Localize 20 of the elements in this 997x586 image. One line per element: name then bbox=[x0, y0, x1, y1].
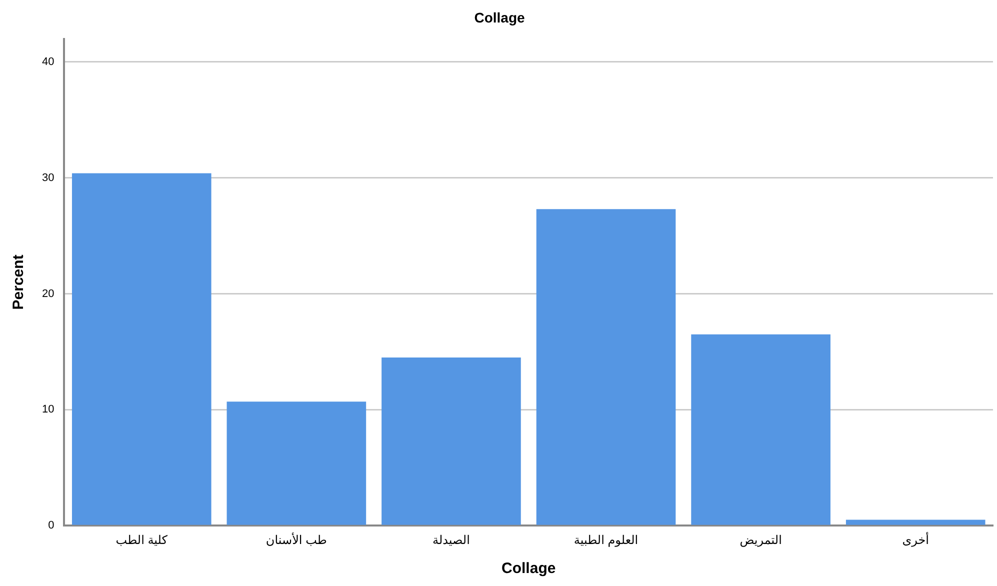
y-tick-label: 10 bbox=[42, 404, 54, 416]
x-tick-label: كلية الطب bbox=[116, 533, 168, 548]
bar bbox=[691, 334, 830, 525]
y-tick-label: 0 bbox=[48, 520, 54, 532]
bar bbox=[226, 402, 366, 525]
x-tick-label: طب الأسنان bbox=[266, 532, 327, 548]
bar bbox=[382, 358, 521, 525]
y-axis-title: Percent bbox=[10, 254, 28, 310]
x-axis-title: Collage bbox=[502, 560, 556, 578]
x-tick-label: أخرى bbox=[902, 532, 929, 548]
chart-title: Collage bbox=[474, 9, 525, 26]
x-tick-label: التمريض bbox=[740, 533, 782, 548]
x-tick-label: العلوم الطبية bbox=[574, 533, 638, 548]
bar bbox=[846, 520, 986, 525]
bar bbox=[72, 173, 212, 525]
y-tick-label: 30 bbox=[42, 172, 54, 184]
y-tick-label: 20 bbox=[42, 288, 54, 300]
x-tick-label: الصيدلة bbox=[432, 533, 470, 548]
bar bbox=[536, 209, 676, 525]
y-tick-label: 40 bbox=[42, 56, 54, 68]
